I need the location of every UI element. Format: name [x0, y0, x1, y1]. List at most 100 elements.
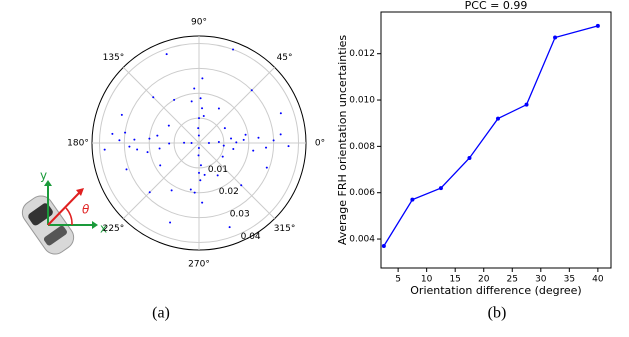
car-window [43, 225, 67, 246]
point [232, 48, 235, 51]
r-tick-label: 0.03 [230, 210, 250, 220]
point [197, 154, 200, 157]
point [167, 124, 170, 127]
point [203, 173, 206, 176]
point [198, 117, 200, 120]
theta-tick-label: 180° [67, 139, 89, 149]
x-tick-label: 30 [535, 275, 547, 285]
point [201, 77, 204, 80]
point [257, 136, 260, 139]
heading-arrow [47, 191, 81, 226]
x-tick-label: 5 [395, 275, 401, 285]
x-tick-label: 15 [449, 275, 460, 285]
point [217, 107, 220, 110]
point [190, 142, 193, 144]
point [193, 87, 196, 90]
point [124, 131, 127, 134]
point [183, 141, 186, 144]
point [272, 139, 275, 142]
point [168, 142, 171, 145]
car-window [28, 203, 53, 226]
y-tick-label: 0.008 [349, 142, 375, 152]
point [118, 139, 121, 142]
point [197, 134, 200, 137]
icon-x-label: x [100, 222, 107, 236]
point [173, 98, 176, 101]
point [159, 164, 162, 167]
arrow-head [76, 188, 84, 196]
theta-tick-label: 45° [277, 53, 293, 63]
theta-tick-label: 135° [103, 53, 125, 63]
caption: (a) [152, 305, 170, 322]
point [146, 151, 149, 154]
point [165, 53, 168, 56]
x-axis-label: Orientation difference (degree) [410, 284, 581, 297]
y-tick-label: 0.012 [349, 49, 375, 59]
point [199, 97, 202, 100]
grid-spoke [122, 142, 200, 220]
point [207, 142, 210, 144]
plot-frame [380, 11, 612, 269]
point [201, 107, 204, 110]
icon-theta-label: θ [82, 203, 90, 217]
theta-tick-label: 90° [191, 18, 207, 28]
point [199, 164, 202, 167]
r-tick-label: 0.04 [241, 232, 261, 242]
point [217, 140, 220, 143]
point [128, 145, 131, 148]
x-tick-label: 20 [478, 275, 490, 285]
point [125, 168, 128, 171]
point [193, 191, 196, 194]
marker [467, 155, 472, 160]
point [111, 132, 114, 135]
point [232, 148, 235, 151]
point [265, 166, 268, 169]
marker [495, 116, 500, 121]
grid-spoke [198, 142, 276, 220]
x-tick-label: 10 [421, 275, 433, 285]
y-tick-label: 0.004 [349, 235, 375, 245]
point [202, 115, 205, 118]
marker [524, 102, 529, 107]
point [197, 146, 200, 149]
y-tick-label: 0.010 [349, 96, 375, 106]
theta-tick-label: 315° [274, 224, 296, 234]
point [222, 144, 225, 147]
chart-title: PCC = 0.99 [465, 0, 528, 12]
point [242, 138, 245, 141]
point [235, 141, 238, 144]
marker [553, 35, 558, 40]
point [170, 189, 173, 192]
point [230, 137, 233, 140]
line [383, 25, 599, 247]
grid-spoke [122, 66, 200, 144]
point [156, 134, 159, 137]
caption: (b) [488, 305, 507, 322]
marker [595, 23, 600, 28]
theta-tick-label: 225° [103, 224, 125, 234]
point [158, 147, 161, 150]
point [279, 112, 282, 115]
r-tick-label: 0.02 [219, 187, 239, 197]
point [201, 201, 204, 204]
point [148, 137, 151, 140]
arrow-head [44, 180, 52, 186]
marker [381, 243, 386, 248]
icon-y-label: y [40, 169, 47, 183]
point [169, 221, 172, 224]
point [189, 188, 192, 191]
point [250, 89, 253, 92]
point [265, 146, 268, 149]
marker [410, 197, 415, 202]
point [148, 191, 151, 194]
point [252, 149, 255, 152]
point [103, 148, 106, 151]
point [190, 100, 193, 103]
point [228, 226, 231, 229]
point [133, 138, 136, 141]
marker [438, 186, 443, 191]
point [197, 127, 200, 130]
r-tick-label: 0.01 [208, 165, 228, 175]
point [198, 171, 200, 174]
